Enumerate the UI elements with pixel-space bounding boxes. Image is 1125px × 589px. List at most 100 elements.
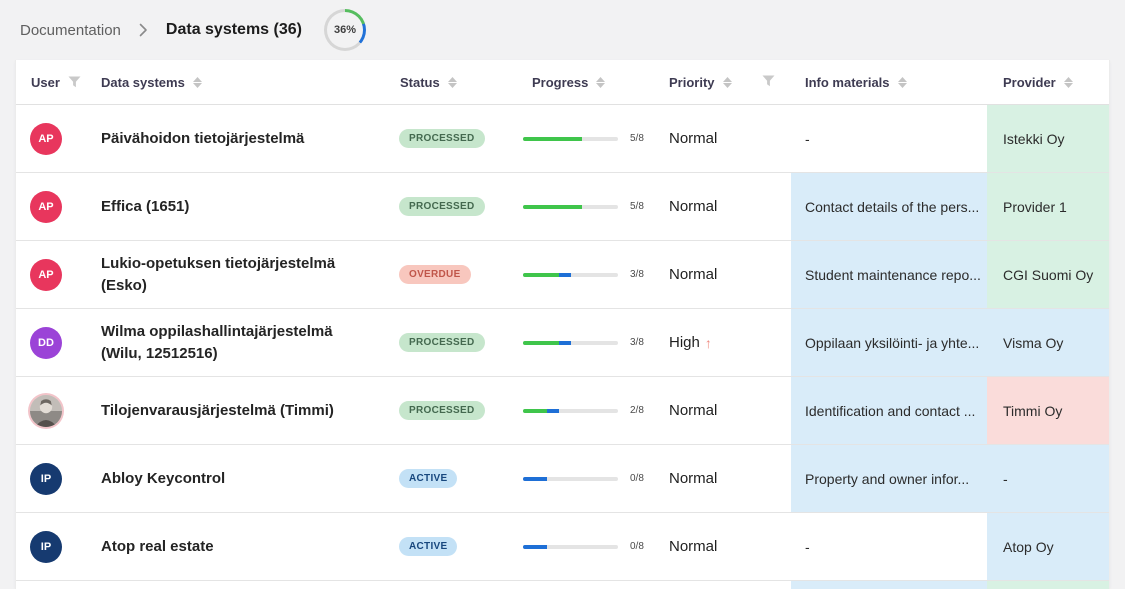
status-cell: ACTIVE [391, 513, 521, 580]
priority-label: Normal [669, 538, 718, 555]
progress-cell: 3/8 [521, 241, 656, 308]
info-cell: Student maintenance repo... [791, 241, 987, 308]
avatar: DD [30, 326, 62, 359]
priority-label: Normal [669, 266, 718, 283]
status-badge: PROCESSED [399, 129, 485, 148]
column-header-user[interactable]: User [16, 60, 101, 104]
progress-label: 3/8 [630, 269, 644, 280]
progress-cell: 5/8 [521, 173, 656, 240]
avatar [30, 394, 62, 427]
user-cell: AP [16, 105, 101, 172]
avatar: AP [30, 258, 62, 291]
system-name: Abloy Keycontrol [101, 469, 226, 487]
column-header-progress[interactable]: Progress [521, 60, 656, 104]
provider-cell: Provider 1 [987, 173, 1109, 240]
progress-bar [523, 408, 618, 413]
table-row[interactable]: AP Päivähoidon tietojärjestelmä PROCESSE… [16, 105, 1109, 173]
sort-icon[interactable] [722, 76, 732, 88]
sort-icon[interactable] [447, 76, 457, 88]
status-cell: OVERDUE [391, 241, 521, 308]
progress-bar [523, 340, 618, 345]
status-badge: OVERDUE [399, 265, 471, 284]
progress-cell: 3/8 [521, 309, 656, 376]
progress-label: 5/8 [630, 133, 644, 144]
peek-status-cell [391, 581, 521, 589]
priority-label: Normal [669, 198, 718, 215]
sort-icon[interactable] [596, 76, 606, 88]
provider-cell: Istekki Oy [987, 105, 1109, 172]
progress-cell: 2/8 [521, 377, 656, 444]
priority-cell: Normal ↑ [656, 513, 791, 580]
table-row[interactable]: DD Wilma oppilashallintajärjestelmä (Wil… [16, 309, 1109, 377]
user-cell: AP [16, 241, 101, 308]
completion-percent: 36% [333, 24, 356, 36]
user-photo-avatar [30, 394, 62, 427]
progress-bar [523, 204, 618, 209]
status-badge: PROCESSED [399, 401, 485, 420]
status-cell: PROCESSED [391, 105, 521, 172]
progress-bar [523, 544, 618, 549]
table-row[interactable]: AP Effica (1651) PROCESSED 5/8 Norma [16, 173, 1109, 241]
table-row[interactable]: Tilojenvarausjärjestelmä (Timmi) PROCESS… [16, 377, 1109, 445]
column-header-provider[interactable]: Provider [987, 60, 1109, 104]
avatar-initials: IP [40, 540, 52, 553]
column-label: Progress [532, 74, 589, 90]
column-label: Data systems [101, 74, 185, 90]
info-cell: Contact details of the pers... [791, 173, 987, 240]
peek-provider-cell [987, 581, 1109, 589]
info-cell: Oppilaan yksilöinti- ja yhte... [791, 309, 987, 376]
provider-cell: CGI Suomi Oy [987, 241, 1109, 308]
peek-user-cell [16, 581, 101, 589]
progress-active-segment [523, 476, 547, 481]
progress-active-segment [523, 544, 547, 549]
column-header-priority[interactable]: Priority [656, 60, 791, 104]
progress-done-segment [523, 340, 559, 345]
next-row-peek [16, 581, 1109, 589]
column-header-status[interactable]: Status [391, 60, 521, 104]
user-cell [16, 377, 101, 444]
column-label: Status [400, 74, 440, 90]
status-badge: PROCESSED [399, 197, 485, 216]
progress-active-segment [546, 408, 559, 413]
table-header: User Data systems Status Progress [16, 60, 1109, 105]
progress-cell: 0/8 [521, 445, 656, 512]
column-header-info-materials[interactable]: Info materials [791, 60, 987, 104]
table-row[interactable]: IP Abloy Keycontrol ACTIVE 0/8 Norma [16, 445, 1109, 513]
provider-text: Provider 1 [1003, 198, 1067, 215]
system-name: Päivähoidon tietojärjestelmä [101, 129, 305, 147]
provider-cell: - [987, 445, 1109, 512]
avatar-initials: AP [38, 132, 54, 145]
info-text: Student maintenance repo... [805, 266, 981, 283]
column-header-data-systems[interactable]: Data systems [101, 60, 391, 104]
avatar: AP [30, 122, 62, 155]
table-row[interactable]: AP Lukio-opetuksen tietojärjestelmä (Esk… [16, 241, 1109, 309]
provider-cell: Visma Oy [987, 309, 1109, 376]
filter-icon[interactable] [68, 76, 81, 88]
sort-icon[interactable] [897, 76, 907, 88]
user-cell: IP [16, 445, 101, 512]
provider-text: Timmi Oy [1003, 402, 1063, 419]
status-badge: ACTIVE [399, 537, 458, 556]
info-cell: - [791, 513, 987, 580]
status-cell: PROCESSED [391, 377, 521, 444]
progress-active-segment [558, 272, 571, 277]
status-badge: PROCESSED [399, 333, 485, 352]
sort-icon[interactable] [1063, 76, 1073, 88]
system-name: Lukio-opetuksen tietojärjestelmä (Esko) [101, 254, 336, 294]
progress-label: 3/8 [630, 337, 644, 348]
progress-bar [523, 272, 618, 277]
sort-icon[interactable] [192, 76, 202, 88]
info-text: - [805, 538, 810, 555]
column-label: User [31, 74, 60, 90]
filter-icon[interactable] [762, 75, 775, 87]
provider-text: Atop Oy [1003, 538, 1054, 555]
priority-label: High [669, 334, 700, 351]
priority-cell: Normal ↑ [656, 241, 791, 308]
table-body: AP Päivähoidon tietojärjestelmä PROCESSE… [16, 105, 1109, 581]
peek-name-cell [101, 581, 391, 589]
breadcrumb-parent-link[interactable]: Documentation [20, 21, 121, 39]
table-row[interactable]: IP Atop real estate ACTIVE 0/8 Norma [16, 513, 1109, 581]
column-label: Info materials [805, 74, 890, 90]
status-cell: PROCESSED [391, 309, 521, 376]
progress-done-segment [523, 136, 583, 141]
